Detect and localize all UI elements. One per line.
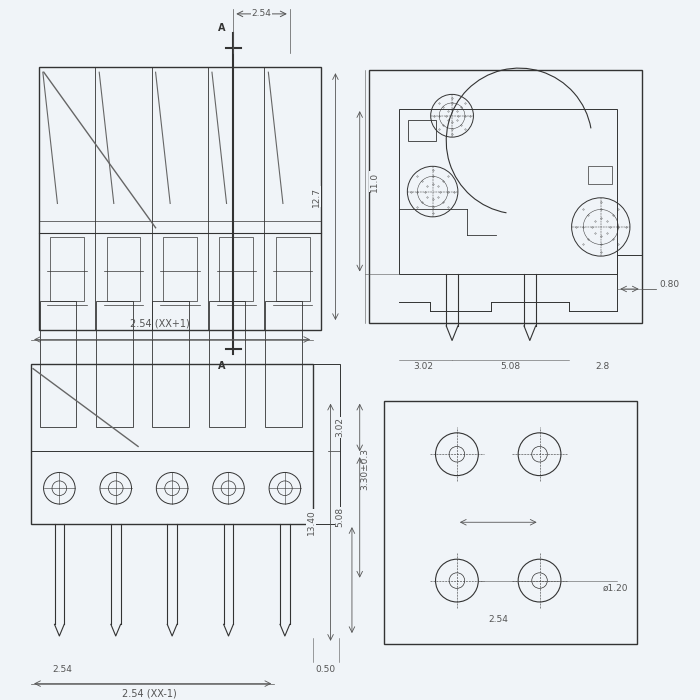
Text: 2.8: 2.8 (596, 362, 610, 371)
Text: 2.54 (XX+1): 2.54 (XX+1) (130, 319, 190, 329)
Bar (219, 237, 253, 300)
Bar (276, 237, 309, 300)
Bar (32, 364, 313, 524)
Text: 5.08: 5.08 (336, 508, 345, 528)
Bar (209, 300, 246, 427)
Text: 11.0: 11.0 (370, 172, 379, 192)
Text: 5.08: 5.08 (500, 362, 520, 371)
Bar (265, 300, 302, 427)
Bar (313, 364, 340, 524)
Text: 13.40: 13.40 (307, 510, 316, 535)
Text: ø1.20: ø1.20 (603, 583, 628, 592)
Text: A: A (218, 361, 225, 371)
Bar (40, 300, 76, 427)
Bar (163, 237, 197, 300)
Bar (370, 70, 642, 323)
Bar (96, 300, 133, 427)
Text: 3.02: 3.02 (413, 362, 433, 371)
Bar (106, 237, 141, 300)
Text: 3.30±0.3: 3.30±0.3 (360, 448, 369, 490)
Text: 2.54: 2.54 (52, 665, 72, 674)
Text: 0.50: 0.50 (316, 665, 336, 674)
Bar (153, 300, 189, 427)
Bar (39, 67, 321, 330)
Bar (398, 109, 617, 274)
Text: 3.02: 3.02 (336, 417, 345, 438)
Bar (408, 120, 435, 141)
Bar (588, 167, 612, 184)
Bar (50, 237, 84, 300)
Text: 0.80: 0.80 (659, 279, 679, 288)
Text: 2.54 (XX-1): 2.54 (XX-1) (122, 688, 177, 699)
Text: 2.54: 2.54 (251, 9, 272, 18)
Text: A: A (218, 23, 225, 34)
Text: 12.7: 12.7 (312, 187, 321, 206)
Bar (384, 401, 637, 644)
Text: 2.54: 2.54 (489, 615, 508, 624)
